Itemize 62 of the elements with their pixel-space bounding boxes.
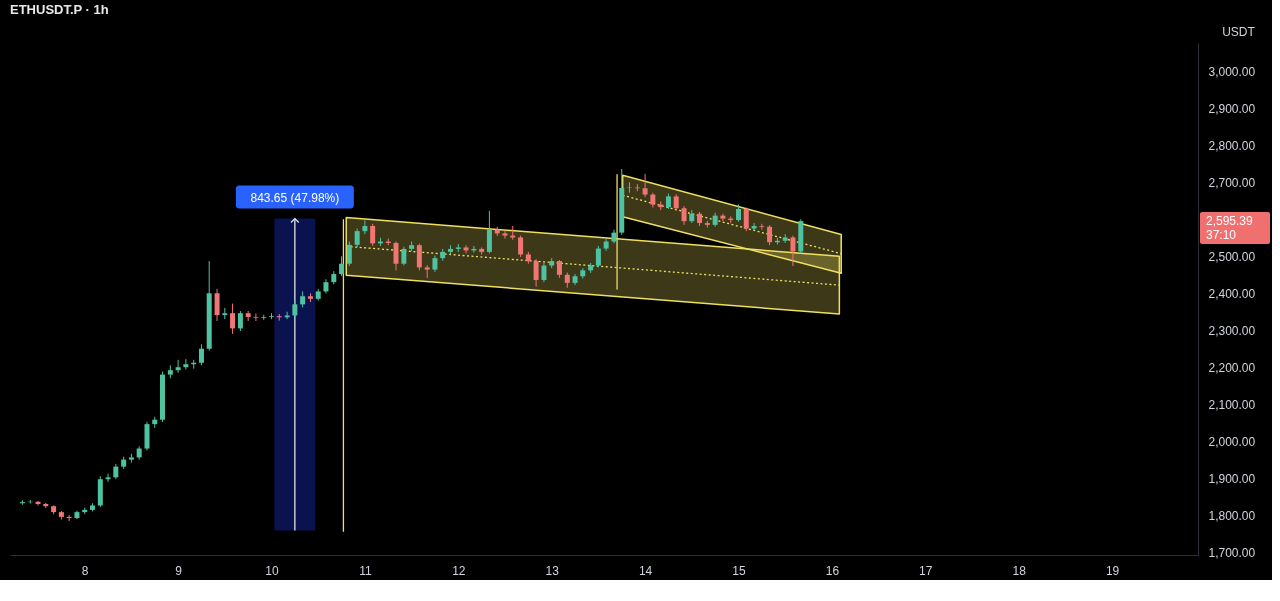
x-tick-label: 14 <box>638 563 653 578</box>
x-tick-label: 11 <box>359 563 372 578</box>
chart-title: ETHUSDT.P · 1h <box>10 2 109 17</box>
y-tick-label: 2,400.00 <box>1208 286 1256 301</box>
candlestick <box>463 244 469 254</box>
candlestick <box>751 222 757 231</box>
candlestick <box>214 288 220 322</box>
candlestick <box>681 205 687 226</box>
y-tick-label: 2,500.00 <box>1208 249 1256 264</box>
y-tick-label: 2,200.00 <box>1208 360 1256 375</box>
candlestick <box>720 213 726 222</box>
candlestick <box>339 255 345 277</box>
candlestick <box>416 243 422 271</box>
candlestick <box>743 207 749 232</box>
candlestick <box>518 235 524 258</box>
y-tick-label: 2,700.00 <box>1208 175 1256 190</box>
candlestick <box>790 235 796 267</box>
y-tick-label: 2,000.00 <box>1208 434 1256 449</box>
candlestick <box>346 241 352 267</box>
x-tick-label: 9 <box>175 563 183 578</box>
candlestick <box>502 229 508 240</box>
x-tick-label: 17 <box>919 563 933 578</box>
candlestick <box>230 303 236 335</box>
x-tick-label: 10 <box>265 563 279 578</box>
y-tick-label: 2,800.00 <box>1208 138 1256 153</box>
y-tick-label: 1,800.00 <box>1208 508 1256 523</box>
x-tick-label: 12 <box>452 563 466 578</box>
candlestick <box>175 359 181 374</box>
candlestick <box>183 358 189 370</box>
y-axis-title: USDT <box>1222 24 1256 39</box>
candlestick <box>533 258 539 288</box>
candlestick <box>198 343 204 366</box>
y-tick-label: 2,300.00 <box>1208 323 1256 338</box>
x-tick-label: 13 <box>545 563 560 578</box>
candlestick <box>35 500 41 506</box>
candlestick <box>393 241 399 271</box>
data-label: 843.65 (47.98%) <box>250 190 340 205</box>
y-tick-label: 3,000.00 <box>1208 64 1256 79</box>
candlestick <box>486 210 492 254</box>
x-tick-label: 8 <box>81 563 89 578</box>
x-tick-label: 16 <box>825 563 840 578</box>
candlestick <box>642 173 648 198</box>
y-tick-label: 2,900.00 <box>1208 101 1256 116</box>
text: 2,595.39 <box>1206 214 1254 229</box>
x-tick-label: 15 <box>732 563 746 578</box>
candlestick <box>105 473 111 483</box>
candlestick <box>541 262 547 283</box>
candlestick <box>767 224 773 246</box>
y-tick-label: 2,100.00 <box>1208 397 1256 412</box>
candlestick <box>370 223 376 247</box>
x-tick-label: 19 <box>1105 563 1120 578</box>
x-tick-label: 18 <box>1012 563 1027 578</box>
candlestick <box>253 313 259 322</box>
candlestick <box>237 310 243 332</box>
text: 37:10 <box>1206 228 1237 243</box>
y-tick-label: 1,700.00 <box>1208 545 1256 560</box>
candlestick <box>284 311 290 320</box>
y-tick-label: 1,900.00 <box>1208 471 1256 486</box>
candlestick <box>354 228 360 248</box>
candlestick <box>401 246 407 267</box>
candlestick <box>362 219 368 235</box>
candlestick <box>595 245 601 268</box>
